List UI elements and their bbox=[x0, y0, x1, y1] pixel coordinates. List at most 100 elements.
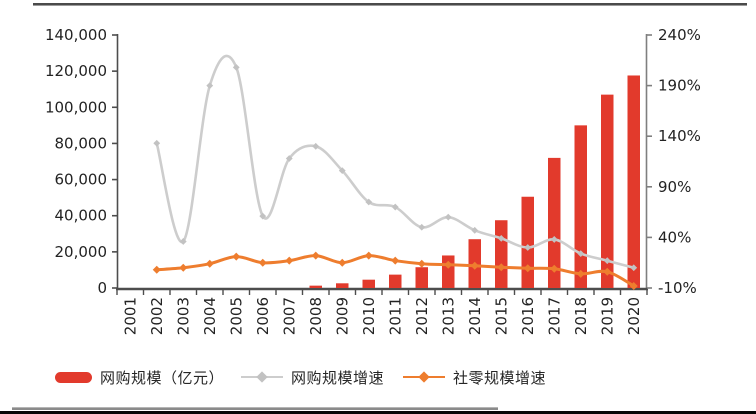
retail-sales-growth-marker-2004 bbox=[205, 259, 214, 268]
chart-legend: 网购规模（亿元） 网购规模增速 社零规模增速 bbox=[0, 365, 620, 389]
bar-2017 bbox=[548, 157, 561, 288]
retail-sales-growth-marker-2008 bbox=[311, 251, 320, 260]
y-left-axis-label: 80,000 bbox=[55, 134, 108, 152]
retail-sales-growth-marker-2003 bbox=[179, 263, 188, 272]
online-shopping-growth-marker-2006 bbox=[259, 212, 267, 220]
online-shopping-growth-marker-2009 bbox=[338, 167, 346, 175]
y-left-axis-label: 120,000 bbox=[45, 62, 107, 80]
online-shopping-growth-marker-2005 bbox=[232, 63, 240, 71]
bar-2019 bbox=[601, 94, 614, 288]
retail-sales-growth-marker-2002 bbox=[152, 265, 161, 274]
retail-sales-growth-marker-2010 bbox=[364, 251, 373, 260]
x-axis-label-2020: 2020 bbox=[625, 297, 643, 335]
online-shopping-growth-line bbox=[155, 54, 636, 270]
y-right-axis-label: 40% bbox=[658, 228, 691, 246]
y-left-axis-label: 20,000 bbox=[55, 243, 108, 261]
y-right-axis-label: 190% bbox=[658, 77, 701, 95]
bar-2013 bbox=[442, 255, 455, 288]
bar-2009 bbox=[336, 283, 349, 288]
x-axis-label-2008: 2008 bbox=[307, 297, 325, 335]
legend-label-gray-line-series: 网购规模增速 bbox=[291, 368, 385, 387]
y-right-axis-label: 140% bbox=[658, 127, 701, 145]
retail-sales-growth-marker-2005 bbox=[232, 252, 241, 261]
online-shopping-growth-marker-2018 bbox=[577, 250, 585, 257]
retail-sales-growth-marker-2018 bbox=[576, 269, 585, 278]
retail-sales-growth-marker-2020 bbox=[629, 281, 638, 290]
x-axis-label-2012: 2012 bbox=[413, 297, 431, 335]
retail-sales-growth-marker-2019 bbox=[603, 267, 612, 276]
y-left-axis-label: 60,000 bbox=[55, 171, 108, 189]
bottom-frame-rule bbox=[12, 407, 498, 410]
retail-sales-growth-marker-2012 bbox=[417, 259, 426, 268]
online-shopping-growth-marker-2003 bbox=[179, 238, 187, 245]
legend-item-bar-series: 网购规模（亿元） bbox=[55, 365, 224, 389]
bar-2010 bbox=[362, 279, 375, 288]
gray-line-swatch bbox=[241, 370, 283, 384]
retail-sales-growth-marker-2006 bbox=[258, 258, 267, 267]
x-axis-label-2006: 2006 bbox=[254, 297, 272, 335]
orange-line-swatch bbox=[403, 370, 445, 384]
x-axis-label-2011: 2011 bbox=[386, 297, 404, 335]
x-axis-label-2009: 2009 bbox=[333, 297, 351, 335]
legend-label-bar-series: 网购规模（亿元） bbox=[100, 368, 225, 387]
bar-2015 bbox=[495, 220, 508, 288]
online-shopping-growth-marker-2016 bbox=[524, 244, 532, 251]
x-axis-label-2005: 2005 bbox=[227, 297, 245, 335]
bar-2012 bbox=[415, 267, 428, 288]
online-shopping-growth-marker-2012 bbox=[418, 223, 426, 231]
x-axis-label-2003: 2003 bbox=[174, 297, 192, 335]
online-shopping-growth-marker-2014 bbox=[471, 226, 479, 234]
y-right-axis-label: 90% bbox=[658, 178, 691, 196]
retail-sales-growth-marker-2011 bbox=[391, 256, 400, 265]
bar-series-swatch bbox=[55, 371, 92, 383]
x-axis-label-2002: 2002 bbox=[148, 297, 166, 335]
retail-sales-growth-marker-2014 bbox=[470, 261, 479, 270]
online-shopping-growth-marker-2002 bbox=[153, 139, 161, 147]
y-left-axis-label: 100,000 bbox=[45, 98, 107, 116]
online-shopping-growth-marker-2020 bbox=[630, 264, 638, 272]
legend-label-orange-line-series: 社零规模增速 bbox=[453, 368, 547, 387]
x-axis-label-2015: 2015 bbox=[492, 297, 510, 335]
retail-sales-growth-marker-2015 bbox=[497, 263, 506, 272]
online-shopping-growth-marker-2011 bbox=[391, 203, 399, 211]
x-axis-label-2004: 2004 bbox=[201, 297, 219, 335]
retail-sales-growth-marker-2013 bbox=[444, 260, 453, 269]
legend-item-orange-line-series: 社零规模增速 bbox=[403, 365, 546, 389]
online-shopping-growth-marker-2008 bbox=[312, 142, 320, 150]
retail-sales-growth-marker-2007 bbox=[285, 256, 294, 265]
retail-sales-growth-marker-2009 bbox=[338, 258, 347, 267]
bar-2016 bbox=[521, 196, 534, 288]
bar-2020 bbox=[627, 75, 640, 288]
legend-item-gray-line-series: 网购规模增速 bbox=[241, 365, 384, 389]
online-shopping-growth-marker-2007 bbox=[285, 155, 293, 162]
top-frame-rule bbox=[33, 3, 747, 6]
bar-2008 bbox=[309, 285, 322, 288]
y-left-axis-label: 140,000 bbox=[45, 26, 107, 44]
x-axis-label-2001: 2001 bbox=[121, 297, 139, 335]
bar-2018 bbox=[574, 125, 587, 288]
x-axis-label-2017: 2017 bbox=[545, 297, 563, 335]
retail-sales-growth-marker-2017 bbox=[550, 264, 559, 273]
x-axis-label-2010: 2010 bbox=[360, 297, 378, 335]
y-left-axis-label: 0 bbox=[97, 279, 107, 297]
online-shopping-growth-marker-2015 bbox=[497, 235, 505, 242]
y-right-axis-label: 240% bbox=[658, 26, 701, 44]
x-axis-label-2018: 2018 bbox=[572, 297, 590, 335]
page-bottom-edge bbox=[0, 411, 756, 414]
online-shopping-growth-marker-2017 bbox=[550, 236, 558, 243]
x-axis-label-2016: 2016 bbox=[519, 297, 537, 335]
y-left-axis-label: 40,000 bbox=[55, 207, 108, 225]
online-shopping-growth-marker-2013 bbox=[444, 213, 452, 221]
online-shopping-growth-marker-2019 bbox=[603, 257, 611, 265]
x-axis-label-2014: 2014 bbox=[466, 297, 484, 335]
online-shopping-growth-marker-2004 bbox=[206, 82, 214, 89]
bar-2011 bbox=[389, 274, 402, 288]
x-axis-label-2013: 2013 bbox=[439, 297, 457, 335]
x-axis-label-2007: 2007 bbox=[280, 297, 298, 335]
x-axis-label-2019: 2019 bbox=[598, 297, 616, 335]
retail-sales-growth-marker-2016 bbox=[523, 264, 532, 273]
y-right-axis-label: -10% bbox=[658, 279, 697, 297]
online-shopping-growth-marker-2010 bbox=[365, 198, 373, 206]
